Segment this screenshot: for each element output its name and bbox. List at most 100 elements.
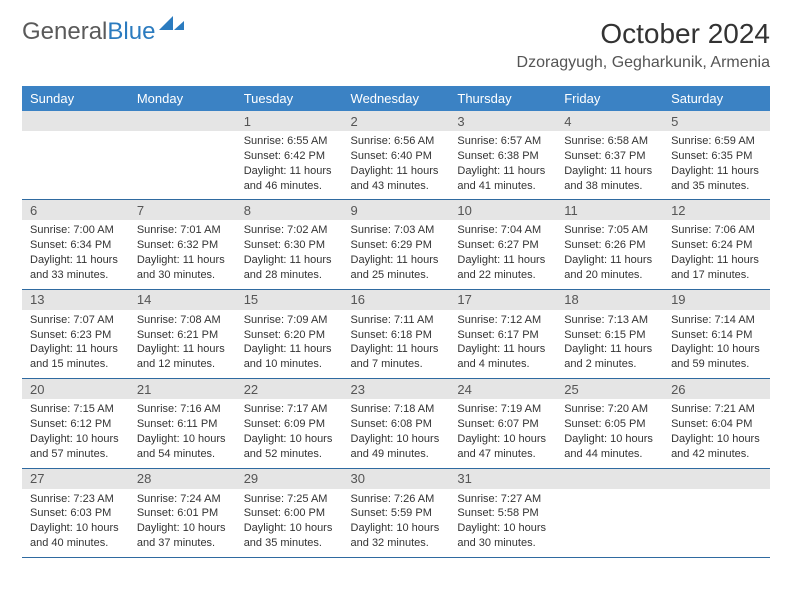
calendar-table: SundayMondayTuesdayWednesdayThursdayFrid… <box>22 86 770 558</box>
sunrise-text: Sunrise: 7:09 AM <box>244 313 335 328</box>
day-content: Sunrise: 7:00 AMSunset: 6:34 PMDaylight:… <box>22 220 129 288</box>
calendar-cell: 23Sunrise: 7:18 AMSunset: 6:08 PMDayligh… <box>343 379 450 468</box>
sunset-text: Sunset: 6:07 PM <box>457 417 548 432</box>
sunset-text: Sunset: 6:24 PM <box>671 238 762 253</box>
sunset-text: Sunset: 6:04 PM <box>671 417 762 432</box>
day-number: 7 <box>129 200 236 220</box>
sunrise-text: Sunrise: 7:18 AM <box>351 402 442 417</box>
day-content: Sunrise: 7:09 AMSunset: 6:20 PMDaylight:… <box>236 310 343 378</box>
sunrise-text: Sunrise: 7:12 AM <box>457 313 548 328</box>
sunrise-text: Sunrise: 7:27 AM <box>457 492 548 507</box>
day-content: Sunrise: 7:18 AMSunset: 6:08 PMDaylight:… <box>343 399 450 467</box>
day-content: Sunrise: 7:02 AMSunset: 6:30 PMDaylight:… <box>236 220 343 288</box>
calendar-cell <box>129 111 236 200</box>
day-content: Sunrise: 7:26 AMSunset: 5:59 PMDaylight:… <box>343 489 450 557</box>
calendar-cell: 3 Sunrise: 6:57 AMSunset: 6:38 PMDaylight… <box>449 111 556 200</box>
sunrise-text: Sunrise: 6:57 AM <box>457 134 548 149</box>
sunrise-text: Sunrise: 7:26 AM <box>351 492 442 507</box>
calendar-cell: 22Sunrise: 7:17 AMSunset: 6:09 PMDayligh… <box>236 379 343 468</box>
daylight-text: Daylight: 11 hours and 46 minutes. <box>244 164 335 194</box>
day-content: Sunrise: 7:07 AMSunset: 6:23 PMDaylight:… <box>22 310 129 378</box>
sunset-text: Sunset: 6:29 PM <box>351 238 442 253</box>
sunset-text: Sunset: 6:01 PM <box>137 506 228 521</box>
calendar-cell: 6Sunrise: 7:00 AMSunset: 6:34 PMDaylight… <box>22 200 129 289</box>
daylight-text: Daylight: 10 hours and 54 minutes. <box>137 432 228 462</box>
calendar-cell: 26Sunrise: 7:21 AMSunset: 6:04 PMDayligh… <box>663 379 770 468</box>
calendar-cell: 25Sunrise: 7:20 AMSunset: 6:05 PMDayligh… <box>556 379 663 468</box>
month-title: October 2024 <box>517 18 770 50</box>
day-content: Sunrise: 7:24 AMSunset: 6:01 PMDaylight:… <box>129 489 236 557</box>
calendar-row: 27Sunrise: 7:23 AMSunset: 6:03 PMDayligh… <box>22 468 770 557</box>
day-content: Sunrise: 7:15 AMSunset: 6:12 PMDaylight:… <box>22 399 129 467</box>
daylight-text: Daylight: 11 hours and 33 minutes. <box>30 253 121 283</box>
sunset-text: Sunset: 6:30 PM <box>244 238 335 253</box>
day-content: Sunrise: 6:56 AMSunset: 6:40 PMDaylight:… <box>343 131 450 199</box>
daylight-text: Daylight: 10 hours and 35 minutes. <box>244 521 335 551</box>
calendar-cell: 15Sunrise: 7:09 AMSunset: 6:20 PMDayligh… <box>236 289 343 378</box>
sunset-text: Sunset: 6:38 PM <box>457 149 548 164</box>
logo-text: GeneralBlue <box>22 18 155 46</box>
daylight-text: Daylight: 10 hours and 49 minutes. <box>351 432 442 462</box>
sunrise-text: Sunrise: 7:19 AM <box>457 402 548 417</box>
day-number: 2 <box>343 111 450 131</box>
sunset-text: Sunset: 6:40 PM <box>351 149 442 164</box>
calendar-cell: 21Sunrise: 7:16 AMSunset: 6:11 PMDayligh… <box>129 379 236 468</box>
daylight-text: Daylight: 10 hours and 42 minutes. <box>671 432 762 462</box>
day-number: 17 <box>449 290 556 310</box>
calendar-cell: 28Sunrise: 7:24 AMSunset: 6:01 PMDayligh… <box>129 468 236 557</box>
day-content: Sunrise: 7:04 AMSunset: 6:27 PMDaylight:… <box>449 220 556 288</box>
daylight-text: Daylight: 11 hours and 2 minutes. <box>564 342 655 372</box>
sunrise-text: Sunrise: 6:55 AM <box>244 134 335 149</box>
sunrise-text: Sunrise: 7:24 AM <box>137 492 228 507</box>
day-number: 3 <box>449 111 556 131</box>
day-content: Sunrise: 7:12 AMSunset: 6:17 PMDaylight:… <box>449 310 556 378</box>
day-number: 23 <box>343 379 450 399</box>
day-content: Sunrise: 7:06 AMSunset: 6:24 PMDaylight:… <box>663 220 770 288</box>
weekday-header: Wednesday <box>343 86 450 111</box>
daylight-text: Daylight: 10 hours and 57 minutes. <box>30 432 121 462</box>
calendar-cell: 1Sunrise: 6:55 AMSunset: 6:42 PMDaylight… <box>236 111 343 200</box>
sunrise-text: Sunrise: 6:59 AM <box>671 134 762 149</box>
day-number: 26 <box>663 379 770 399</box>
day-number: 15 <box>236 290 343 310</box>
calendar-cell: 2Sunrise: 6:56 AMSunset: 6:40 PMDaylight… <box>343 111 450 200</box>
sunrise-text: Sunrise: 7:01 AM <box>137 223 228 238</box>
location-subtitle: Dzoragyugh, Gegharkunik, Armenia <box>517 54 770 72</box>
sunrise-text: Sunrise: 7:14 AM <box>671 313 762 328</box>
day-number <box>556 469 663 489</box>
sunrise-text: Sunrise: 7:16 AM <box>137 402 228 417</box>
day-number: 18 <box>556 290 663 310</box>
weekday-header: Sunday <box>22 86 129 111</box>
day-content: Sunrise: 7:21 AMSunset: 6:04 PMDaylight:… <box>663 399 770 467</box>
sunset-text: Sunset: 6:03 PM <box>30 506 121 521</box>
daylight-text: Daylight: 11 hours and 41 minutes. <box>457 164 548 194</box>
daylight-text: Daylight: 11 hours and 43 minutes. <box>351 164 442 194</box>
daylight-text: Daylight: 11 hours and 25 minutes. <box>351 253 442 283</box>
daylight-text: Daylight: 10 hours and 44 minutes. <box>564 432 655 462</box>
sunrise-text: Sunrise: 7:21 AM <box>671 402 762 417</box>
day-number: 11 <box>556 200 663 220</box>
daylight-text: Daylight: 11 hours and 20 minutes. <box>564 253 655 283</box>
daylight-text: Daylight: 11 hours and 12 minutes. <box>137 342 228 372</box>
daylight-text: Daylight: 11 hours and 22 minutes. <box>457 253 548 283</box>
calendar-cell: 31Sunrise: 7:27 AMSunset: 5:58 PMDayligh… <box>449 468 556 557</box>
day-content: Sunrise: 7:23 AMSunset: 6:03 PMDaylight:… <box>22 489 129 557</box>
sunset-text: Sunset: 6:27 PM <box>457 238 548 253</box>
day-number: 22 <box>236 379 343 399</box>
sunset-text: Sunset: 6:18 PM <box>351 328 442 343</box>
page-header: GeneralBlue October 2024 Dzoragyugh, Geg… <box>22 18 770 72</box>
day-number: 1 <box>236 111 343 131</box>
day-number <box>129 111 236 131</box>
day-content: Sunrise: 6:58 AMSunset: 6:37 PMDaylight:… <box>556 131 663 199</box>
day-number: 5 <box>663 111 770 131</box>
sunrise-text: Sunrise: 7:15 AM <box>30 402 121 417</box>
sunrise-text: Sunrise: 7:25 AM <box>244 492 335 507</box>
day-number: 29 <box>236 469 343 489</box>
weekday-header-row: SundayMondayTuesdayWednesdayThursdayFrid… <box>22 86 770 111</box>
weekday-header: Monday <box>129 86 236 111</box>
day-content: Sunrise: 7:14 AMSunset: 6:14 PMDaylight:… <box>663 310 770 378</box>
sunrise-text: Sunrise: 6:58 AM <box>564 134 655 149</box>
logo-part2: Blue <box>107 18 155 45</box>
daylight-text: Daylight: 11 hours and 38 minutes. <box>564 164 655 194</box>
weekday-header: Friday <box>556 86 663 111</box>
